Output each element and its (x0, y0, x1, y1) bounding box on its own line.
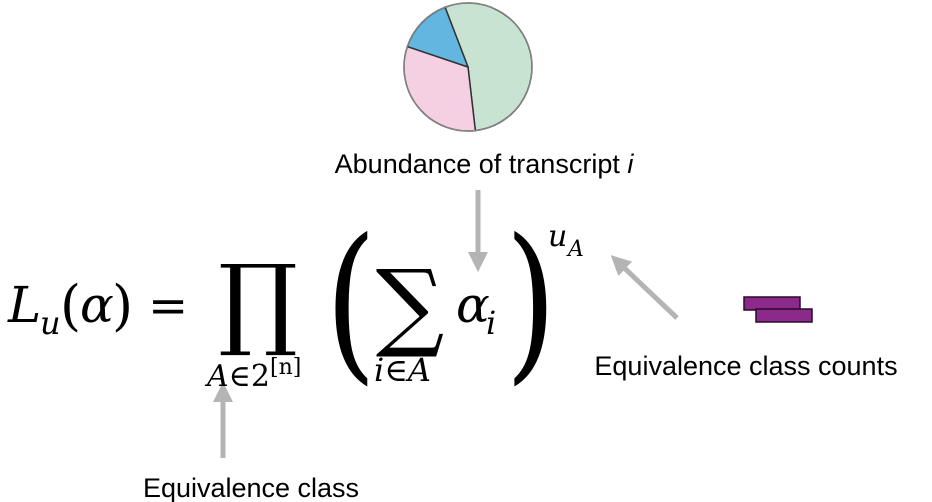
equals-sign: = (148, 278, 188, 334)
alpha-symbol: α (80, 276, 114, 334)
product-symbol: ∏ (218, 243, 298, 360)
pie-outline (403, 2, 533, 132)
alpha-i-symbol: α (456, 276, 490, 334)
sum-subscript: i∈A (374, 351, 431, 389)
count-bar-back (743, 296, 801, 311)
product-subscript-A: A (204, 359, 229, 394)
product-subscript-in: ∈ (229, 359, 251, 394)
count-bars-icon (743, 296, 813, 323)
left-paren: ( (60, 274, 81, 337)
alpha-i-subscript: i (486, 304, 496, 342)
product-subscript-power: [n] (270, 355, 301, 380)
sum-symbol: ∑ (376, 249, 445, 361)
likelihood-symbol: L (7, 276, 41, 334)
counts-label: Equivalence class counts (594, 351, 897, 381)
class-label: Equivalence class (143, 473, 359, 502)
abundance-label: Abundance of transcript i (335, 149, 635, 179)
product-subscript-2: 2 (251, 359, 270, 394)
big-left-paren: ( (325, 202, 377, 400)
abundance-label-variable: i (627, 149, 634, 179)
likelihood-subscript: u (40, 304, 61, 342)
exponent-u: u (548, 219, 567, 254)
count-bar-front (755, 308, 813, 323)
product-subscript: A∈2[n] (204, 355, 301, 394)
big-right-paren: ) (505, 202, 557, 400)
abundance-pie-chart (403, 2, 533, 132)
exponent-A: A (566, 237, 584, 262)
counts-arrow (610, 255, 679, 320)
likelihood-equation: L u ( α ) = ∏ A∈2[n] ( ) ∑ i∈A α i u A (7, 202, 584, 400)
right-paren: ) (112, 274, 133, 337)
abundance-label-text: Abundance of transcript (335, 149, 628, 179)
